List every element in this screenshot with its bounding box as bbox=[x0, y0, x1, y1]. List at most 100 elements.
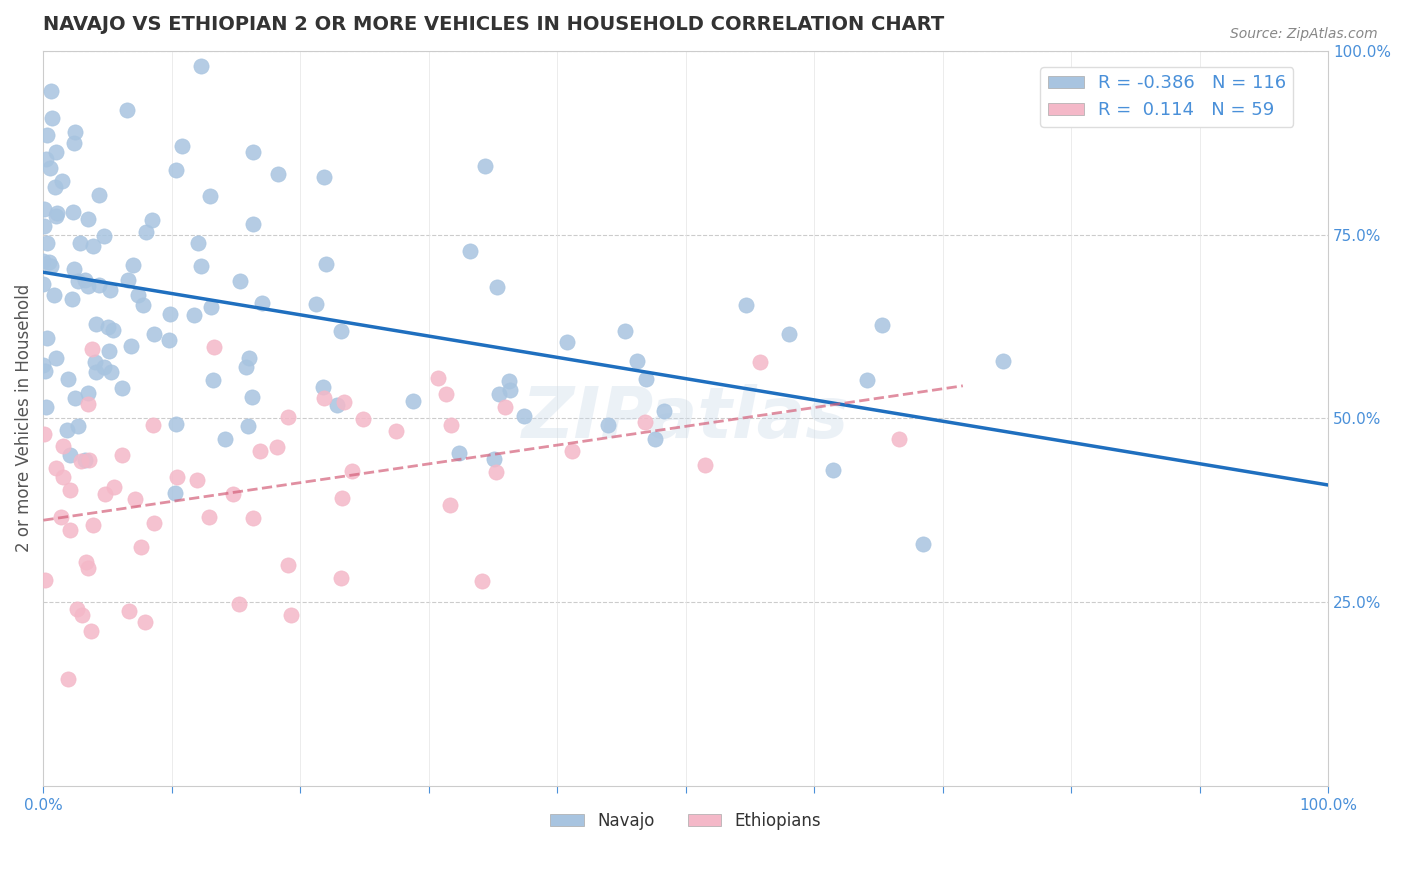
Point bbox=[329, 571, 352, 585]
Point bbox=[52, 469, 75, 483]
Point bbox=[77, 453, 100, 467]
Point bbox=[34, 573, 56, 587]
Point bbox=[110, 381, 132, 395]
Point bbox=[634, 415, 657, 429]
Point bbox=[42, 287, 65, 301]
Point bbox=[266, 441, 288, 455]
Point bbox=[471, 574, 494, 588]
Point bbox=[77, 560, 100, 574]
Point bbox=[35, 152, 58, 166]
Point bbox=[77, 278, 100, 293]
Point bbox=[52, 439, 75, 453]
Point bbox=[117, 604, 139, 618]
Point bbox=[101, 323, 124, 337]
Point bbox=[236, 419, 259, 434]
Point bbox=[35, 128, 58, 142]
Point bbox=[613, 324, 636, 338]
Point bbox=[87, 188, 110, 202]
Point bbox=[187, 235, 209, 250]
Point bbox=[45, 351, 67, 366]
Point bbox=[34, 400, 56, 414]
Point bbox=[165, 486, 187, 500]
Point bbox=[32, 359, 55, 373]
Point bbox=[120, 338, 142, 352]
Point bbox=[80, 343, 103, 357]
Point bbox=[111, 448, 134, 462]
Point bbox=[200, 189, 222, 203]
Point bbox=[93, 359, 115, 374]
Point bbox=[134, 615, 156, 629]
Point bbox=[626, 353, 648, 368]
Point bbox=[84, 317, 107, 331]
Point bbox=[165, 417, 187, 431]
Point bbox=[73, 273, 96, 287]
Point bbox=[35, 331, 58, 345]
Point bbox=[103, 480, 125, 494]
Point bbox=[135, 225, 157, 239]
Point bbox=[32, 202, 55, 216]
Point bbox=[59, 483, 82, 497]
Text: NAVAJO VS ETHIOPIAN 2 OR MORE VEHICLES IN HOUSEHOLD CORRELATION CHART: NAVAJO VS ETHIOPIAN 2 OR MORE VEHICLES I… bbox=[44, 15, 945, 34]
Point bbox=[93, 228, 115, 243]
Point bbox=[87, 277, 110, 292]
Point bbox=[66, 602, 89, 616]
Point bbox=[35, 235, 58, 250]
Point bbox=[66, 419, 89, 434]
Point bbox=[330, 491, 353, 505]
Point bbox=[434, 387, 457, 401]
Point bbox=[887, 432, 910, 446]
Point bbox=[58, 672, 80, 686]
Point bbox=[63, 262, 86, 277]
Point bbox=[46, 206, 69, 220]
Point bbox=[482, 452, 505, 467]
Point bbox=[58, 523, 80, 537]
Point bbox=[39, 84, 62, 98]
Point bbox=[159, 307, 181, 321]
Point bbox=[228, 275, 250, 289]
Point bbox=[124, 491, 146, 506]
Point bbox=[385, 424, 408, 438]
Point bbox=[166, 470, 188, 484]
Point bbox=[778, 326, 800, 341]
Point bbox=[100, 365, 122, 379]
Text: ZIPatlas: ZIPatlas bbox=[522, 384, 849, 453]
Point bbox=[59, 448, 82, 462]
Point bbox=[305, 296, 328, 310]
Legend: Navajo, Ethiopians: Navajo, Ethiopians bbox=[544, 805, 828, 836]
Point bbox=[122, 258, 145, 272]
Point bbox=[870, 318, 893, 332]
Point bbox=[141, 213, 163, 227]
Point bbox=[312, 380, 335, 394]
Point bbox=[132, 298, 155, 312]
Point bbox=[240, 390, 263, 404]
Point bbox=[204, 340, 226, 354]
Point bbox=[735, 298, 758, 312]
Point bbox=[98, 283, 121, 297]
Point bbox=[652, 404, 675, 418]
Point bbox=[326, 398, 349, 412]
Text: Source: ZipAtlas.com: Source: ZipAtlas.com bbox=[1230, 27, 1378, 41]
Point bbox=[488, 387, 510, 401]
Point bbox=[249, 444, 271, 458]
Point bbox=[201, 373, 224, 387]
Point bbox=[77, 385, 100, 400]
Point bbox=[267, 167, 290, 181]
Point bbox=[280, 607, 302, 622]
Point bbox=[131, 540, 153, 554]
Point bbox=[238, 351, 260, 365]
Point bbox=[115, 103, 138, 117]
Point bbox=[32, 253, 55, 268]
Point bbox=[44, 180, 66, 194]
Point bbox=[62, 205, 84, 219]
Point bbox=[79, 624, 101, 639]
Point bbox=[60, 292, 83, 306]
Point bbox=[912, 537, 935, 551]
Point bbox=[644, 432, 666, 446]
Point bbox=[186, 473, 208, 487]
Point bbox=[352, 412, 374, 426]
Point bbox=[127, 287, 149, 301]
Point bbox=[77, 211, 100, 226]
Point bbox=[512, 409, 534, 424]
Point bbox=[315, 257, 337, 271]
Point bbox=[312, 392, 335, 406]
